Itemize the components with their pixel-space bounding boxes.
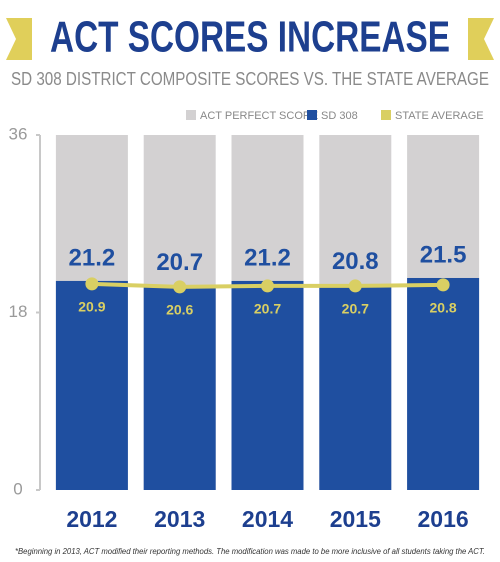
data-label: 20.7 xyxy=(254,301,281,317)
data-label: 20.7 xyxy=(342,301,369,317)
chart-title: ACT SCORES INCREASE xyxy=(50,13,450,62)
bar xyxy=(143,285,216,490)
legend-swatch xyxy=(186,110,196,120)
ribbon-right xyxy=(468,18,494,60)
data-label: 21.5 xyxy=(420,241,467,268)
x-tick-label: 2016 xyxy=(418,506,469,532)
data-label: 20.6 xyxy=(166,302,193,318)
data-label: 20.8 xyxy=(429,300,456,316)
ribbon-left xyxy=(6,18,32,60)
x-tick-label: 2015 xyxy=(330,506,381,532)
data-label: 20.8 xyxy=(332,248,379,275)
data-label: 21.2 xyxy=(244,244,291,271)
marker xyxy=(85,277,99,291)
bar xyxy=(407,277,480,490)
legend-swatch xyxy=(381,110,391,120)
data-label: 21.2 xyxy=(69,244,116,271)
chart-subtitle: SD 308 DISTRICT COMPOSITE SCORES VS. THE… xyxy=(11,69,489,89)
bar xyxy=(55,280,128,490)
marker xyxy=(173,280,187,294)
x-tick-label: 2013 xyxy=(154,506,205,532)
y-tick-label: 18 xyxy=(9,302,28,321)
data-label: 20.9 xyxy=(78,299,105,315)
marker xyxy=(348,279,362,293)
x-tick-label: 2014 xyxy=(242,506,293,532)
legend-label: ACT PERFECT SCORE xyxy=(200,110,318,122)
legend-label: SD 308 xyxy=(321,110,358,122)
footnote: *Beginning in 2013, ACT modified their r… xyxy=(15,547,485,556)
y-tick-label: 36 xyxy=(9,124,28,143)
bar xyxy=(319,284,392,490)
legend-label: STATE AVERAGE xyxy=(395,110,484,122)
x-tick-label: 2012 xyxy=(66,506,117,532)
marker xyxy=(261,279,274,293)
y-tick-label: 0 xyxy=(13,479,22,498)
bar xyxy=(231,280,304,490)
legend-swatch xyxy=(307,110,317,120)
data-label: 20.7 xyxy=(156,249,203,276)
marker xyxy=(436,278,450,292)
